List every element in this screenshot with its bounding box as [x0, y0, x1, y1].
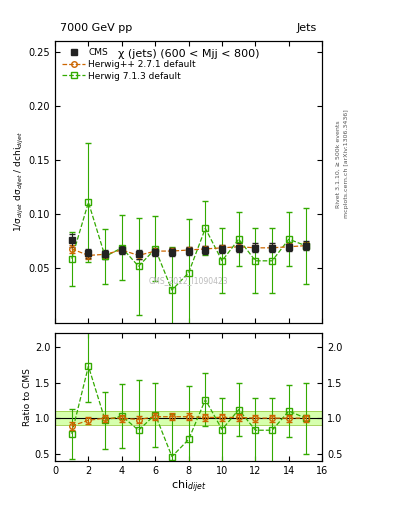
Y-axis label: Ratio to CMS: Ratio to CMS [23, 368, 32, 426]
Bar [55, 411, 322, 425]
Text: χ (jets) (600 < Mjj < 800): χ (jets) (600 < Mjj < 800) [118, 50, 259, 59]
Text: Rivet 3.1.10, ≥ 500k events: Rivet 3.1.10, ≥ 500k events [336, 120, 341, 208]
X-axis label: chi$_{dijet}$: chi$_{dijet}$ [171, 478, 206, 495]
Text: 7000 GeV pp: 7000 GeV pp [61, 23, 132, 32]
Text: CMS_2012_I1090423: CMS_2012_I1090423 [149, 276, 228, 285]
Legend: CMS, Herwig++ 2.7.1 default, Herwig 7.1.3 default: CMS, Herwig++ 2.7.1 default, Herwig 7.1.… [59, 46, 199, 83]
Text: Jets: Jets [297, 23, 317, 32]
Y-axis label: 1/σ$_{dijet}$ dσ$_{dijet}$ / dchi$_{dijet}$: 1/σ$_{dijet}$ dσ$_{dijet}$ / dchi$_{dije… [13, 131, 26, 232]
Text: mcplots.cern.ch [arXiv:1306.3436]: mcplots.cern.ch [arXiv:1306.3436] [344, 110, 349, 218]
